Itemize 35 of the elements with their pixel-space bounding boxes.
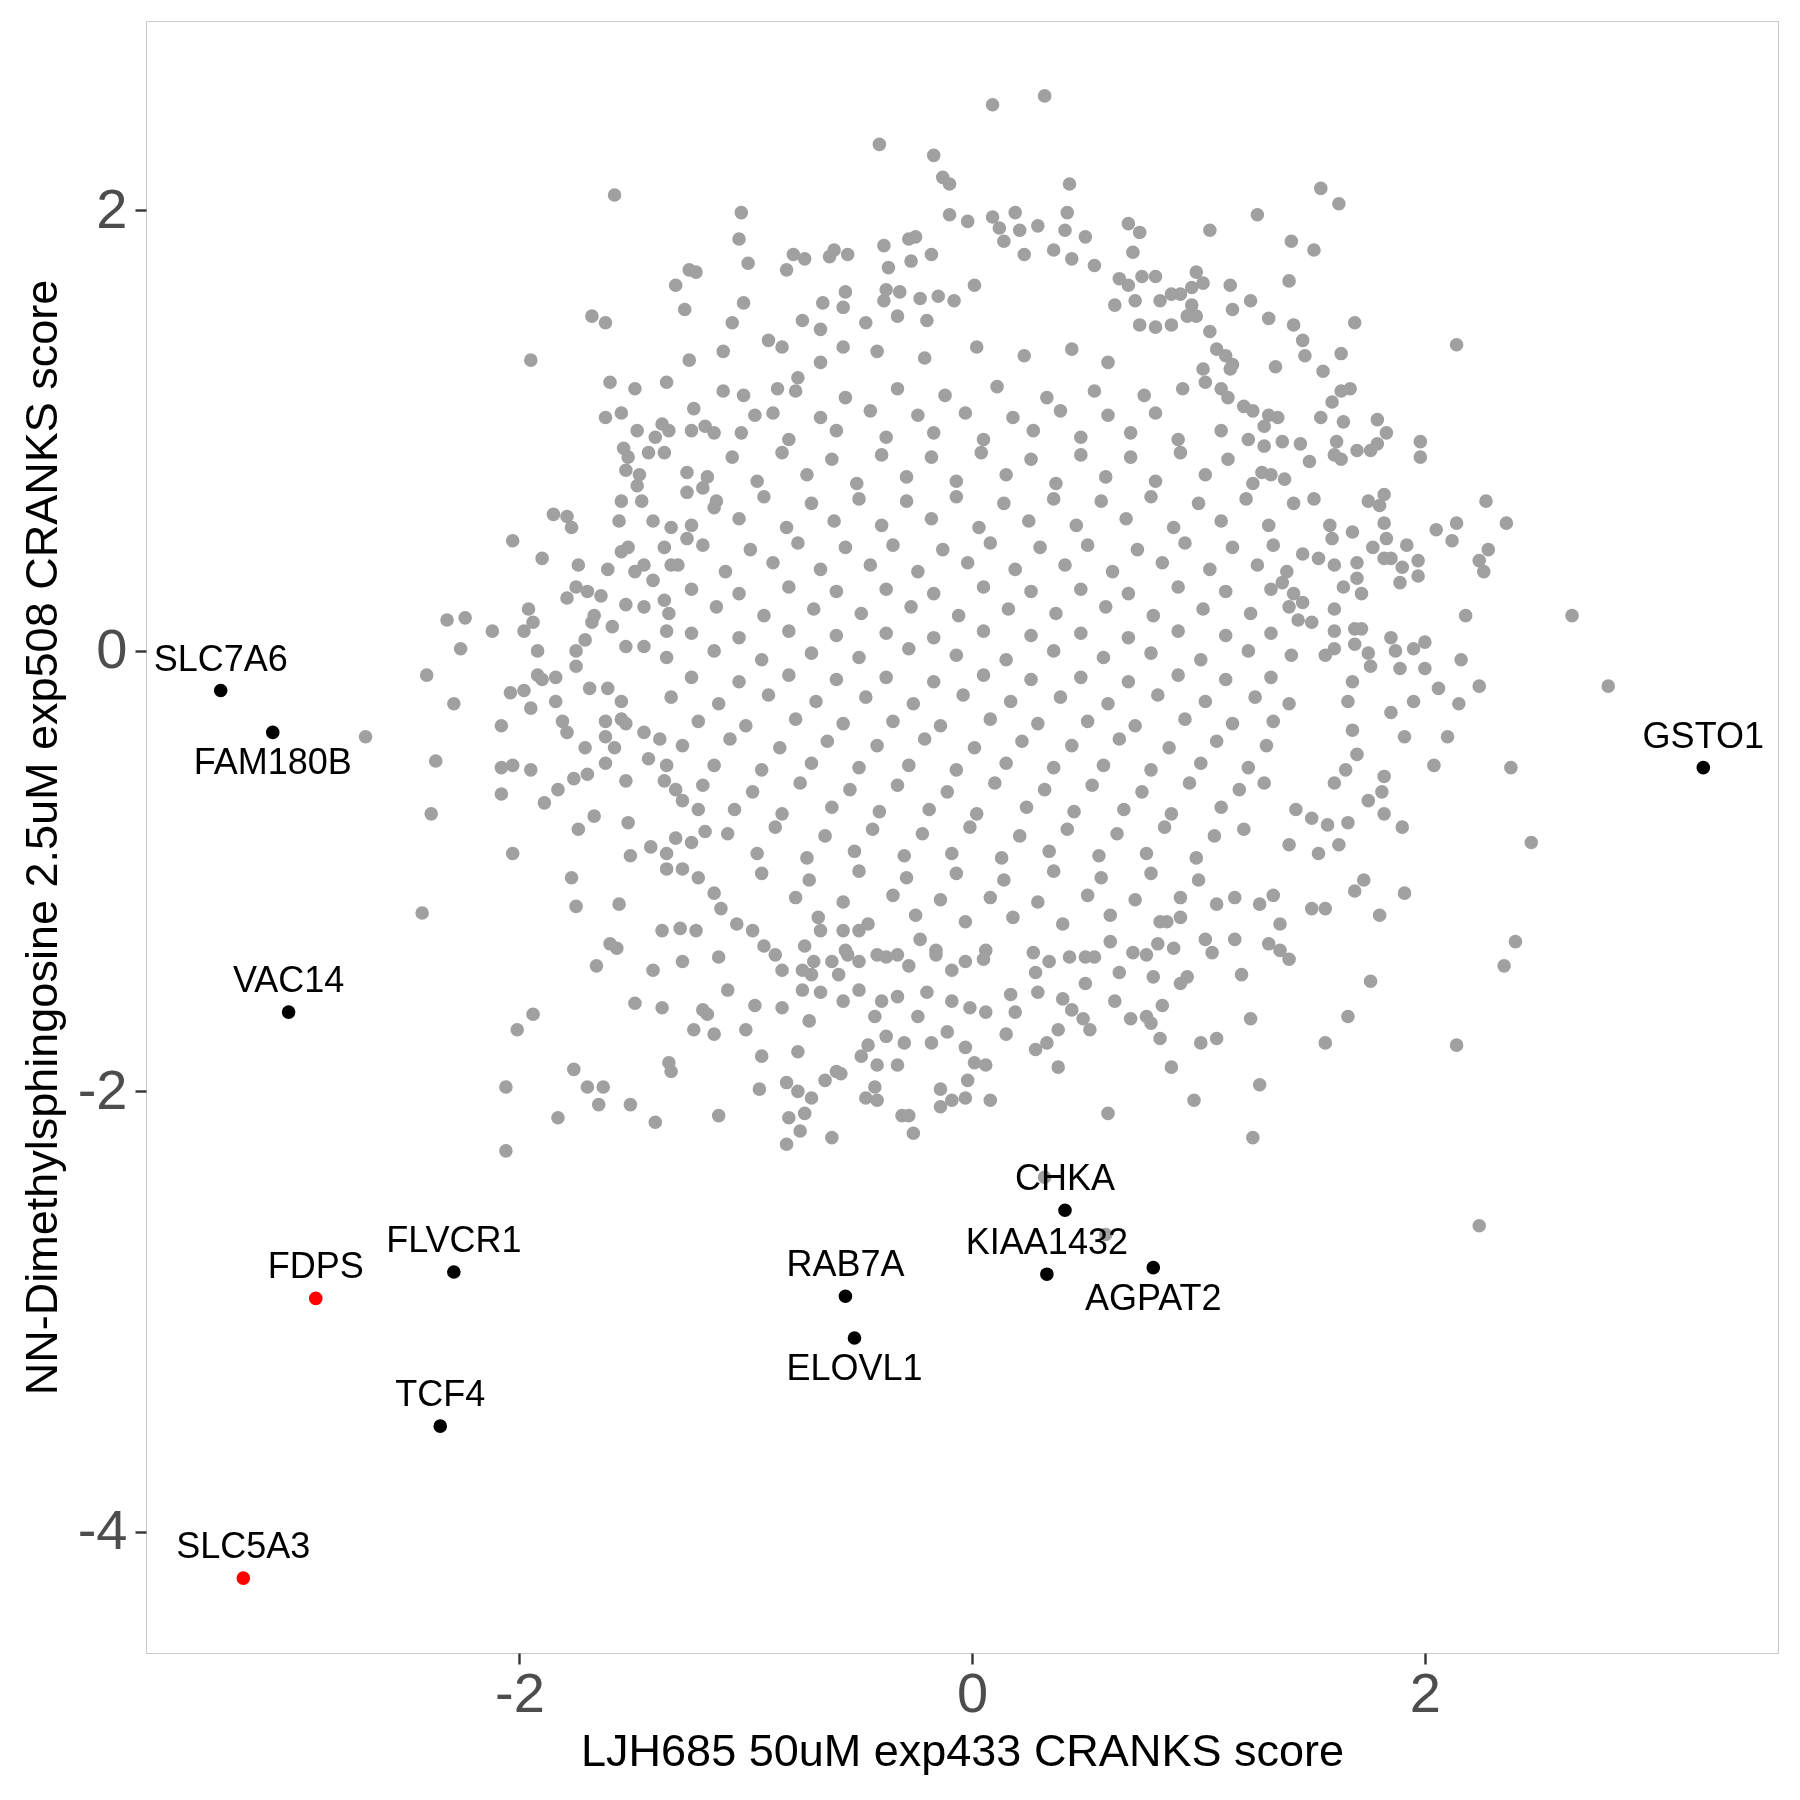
annotation: ELOVL1 (786, 1347, 923, 1389)
annotation: AGPAT2 (1084, 1276, 1222, 1318)
point (236, 1571, 251, 1585)
annotation: RAB7A (786, 1243, 905, 1285)
x-tick-label: -2 (495, 1660, 545, 1724)
point (847, 1331, 862, 1345)
point (1146, 1260, 1161, 1275)
x-tick-label: 0 (957, 1660, 989, 1724)
annotation: SLC5A3 (176, 1525, 311, 1567)
point (433, 1419, 448, 1433)
point (838, 1289, 853, 1303)
point (265, 725, 280, 740)
annotation: GSTO1 (1642, 714, 1764, 756)
point (447, 1265, 461, 1279)
annotation: VAC14 (232, 959, 345, 1001)
point (1696, 760, 1711, 775)
annotation: FLVCR1 (386, 1218, 522, 1260)
y-axis-title: NN-Dimethylsphingosine 2.5uM exp508 CRANKS score (15, 279, 67, 1396)
annotation: TCF4 (395, 1373, 486, 1415)
y-tick-label: -2 (77, 1057, 128, 1121)
x-tick-label: 2 (1409, 1660, 1441, 1724)
point (1040, 1267, 1054, 1281)
point (213, 683, 228, 698)
point (1058, 1203, 1072, 1218)
annotation: CHKA (1014, 1157, 1116, 1199)
y-tick-label: 2 (96, 176, 128, 240)
annotation: FAM180B (193, 741, 352, 783)
y-tick-label: 0 (96, 617, 128, 681)
point (281, 1005, 296, 1019)
point (308, 1291, 323, 1306)
x-axis-title: LJH685 50uM exp433 CRANKS score (581, 1724, 1344, 1776)
y-tick-label: -4 (77, 1498, 128, 1562)
annotation: KIAA1432 (965, 1221, 1128, 1263)
annotation: FDPS (267, 1245, 364, 1287)
annotation: SLC7A6 (153, 637, 288, 679)
